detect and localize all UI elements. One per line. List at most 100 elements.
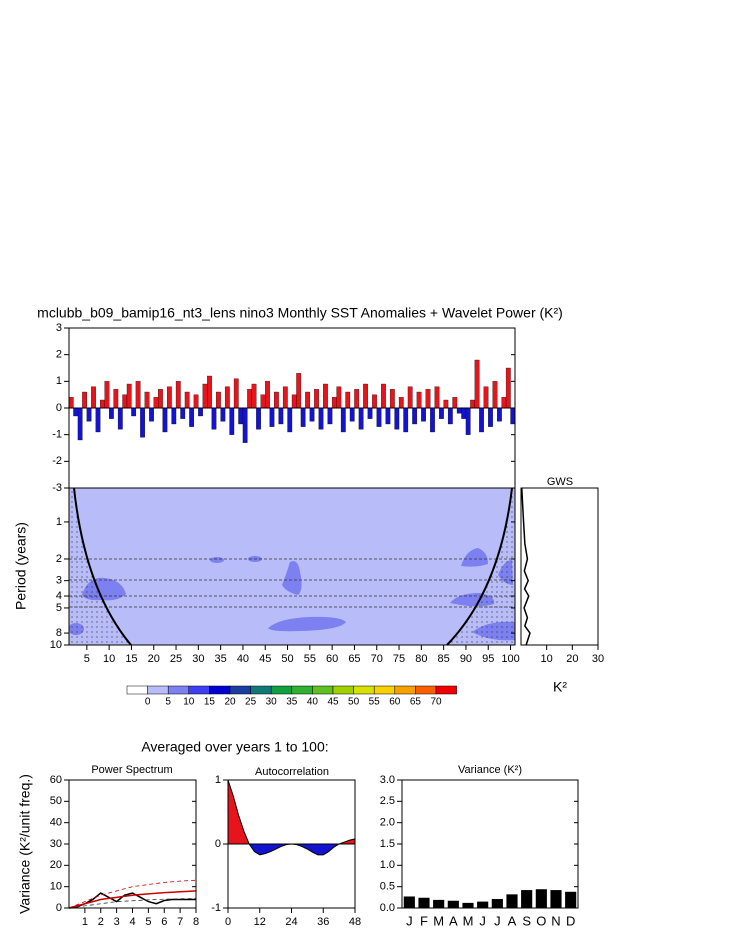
anomaly-bar bbox=[175, 381, 181, 409]
x-tick-label: 10 bbox=[541, 653, 553, 665]
anomaly-bar bbox=[224, 386, 230, 409]
figure-title: mclubb_b09_bamip16_nt3_lens nino3 Monthl… bbox=[37, 305, 563, 321]
plot-frame bbox=[68, 779, 197, 909]
y-tick-label: 2 bbox=[56, 553, 62, 565]
anomaly-bar bbox=[443, 399, 449, 409]
colorbar-swatch bbox=[209, 685, 231, 695]
x-tick-label: 80 bbox=[415, 653, 427, 665]
anomaly-bar bbox=[233, 378, 239, 409]
anomaly-bar bbox=[389, 389, 395, 409]
bar bbox=[506, 894, 518, 908]
anomaly-bar bbox=[488, 407, 493, 427]
y-tick-label: 2.5 bbox=[380, 795, 395, 807]
colorbar-label: 30 bbox=[266, 697, 278, 708]
significance-lines bbox=[69, 558, 515, 608]
x-tick-label: 0 bbox=[225, 916, 231, 928]
x-tick-label: 8 bbox=[193, 916, 199, 928]
anomaly-bar bbox=[108, 407, 114, 419]
anomaly-bar bbox=[220, 407, 226, 422]
anomaly-bar bbox=[282, 386, 288, 409]
bar bbox=[477, 901, 489, 908]
anomaly-bar bbox=[122, 394, 128, 409]
anomaly-bar bbox=[113, 389, 119, 409]
y-tick-label: 20 bbox=[50, 859, 62, 871]
anomaly-bar bbox=[278, 407, 284, 425]
colorbar-label: 50 bbox=[348, 697, 360, 708]
anomaly-bar bbox=[180, 407, 186, 419]
anomaly-bar bbox=[461, 407, 467, 419]
anomaly-bar bbox=[385, 407, 391, 425]
x-tick-label: 12 bbox=[254, 916, 266, 928]
anomaly-bar bbox=[314, 389, 319, 409]
x-tick-label: 100 bbox=[501, 653, 519, 665]
anomaly-bar bbox=[95, 407, 101, 433]
x-tick-label: 90 bbox=[460, 653, 472, 665]
x-tick-label: 75 bbox=[393, 653, 405, 665]
panel-title: Autocorrelation bbox=[255, 766, 329, 778]
anomaly-bar bbox=[340, 407, 346, 433]
x-tick-label: S bbox=[522, 913, 531, 928]
anomaly-bar bbox=[153, 397, 159, 409]
x-tick-label: 5 bbox=[84, 653, 90, 665]
panel-title: GWS bbox=[547, 476, 573, 488]
anomaly-bar bbox=[149, 407, 154, 422]
anomaly-bar bbox=[77, 407, 83, 441]
anomaly-bar bbox=[104, 381, 110, 409]
bar bbox=[418, 897, 430, 908]
anomaly-bar bbox=[336, 386, 342, 409]
anomaly-bar bbox=[291, 394, 297, 409]
anomaly-bar bbox=[300, 407, 306, 427]
x-tick-label: 50 bbox=[281, 653, 293, 665]
anomaly-bar bbox=[131, 407, 137, 417]
x-tick-label: 1 bbox=[82, 916, 88, 928]
series-line bbox=[68, 898, 197, 909]
anomaly-bar bbox=[434, 386, 440, 409]
y-tick-label: 30 bbox=[50, 838, 62, 850]
x-tick-label: 36 bbox=[317, 916, 329, 928]
colorbar-label: 25 bbox=[245, 697, 257, 708]
anomaly-bar bbox=[144, 391, 150, 409]
anomaly-bar bbox=[474, 359, 480, 409]
colorbar-swatch bbox=[270, 685, 293, 695]
cone-hatch bbox=[447, 488, 515, 645]
x-tick-label: A bbox=[508, 913, 517, 928]
anomaly-bar bbox=[372, 394, 377, 409]
x-tick-label: 25 bbox=[170, 653, 182, 665]
x-tick-label: 2 bbox=[98, 916, 104, 928]
anomaly-bar bbox=[447, 407, 453, 425]
x-tick-label: M bbox=[463, 913, 474, 928]
anomaly-bar bbox=[242, 407, 248, 443]
bar bbox=[491, 899, 503, 908]
anomaly-bar bbox=[265, 381, 270, 409]
anomaly-bar bbox=[323, 383, 328, 409]
anomaly-bar bbox=[412, 407, 418, 425]
y-tick-label: 1 bbox=[56, 375, 62, 387]
anomaly-bar bbox=[327, 407, 333, 425]
y-tick-label: 1.0 bbox=[380, 859, 395, 871]
y-tick-label: 5 bbox=[56, 602, 62, 614]
bar bbox=[565, 891, 577, 908]
anomaly-bar bbox=[345, 391, 351, 409]
x-tick-label: 6 bbox=[161, 916, 167, 928]
y-tick-label: 1.5 bbox=[380, 838, 395, 850]
colorbar-label: 5 bbox=[165, 697, 171, 708]
y-tick-label: 60 bbox=[50, 774, 62, 786]
anomaly-bar bbox=[91, 386, 96, 409]
y-tick-label: 0.5 bbox=[380, 881, 395, 893]
anomaly-bar bbox=[483, 386, 489, 409]
y-tick-label: 8 bbox=[56, 627, 62, 639]
anomaly-bar bbox=[198, 407, 203, 417]
colorbar-swatch bbox=[229, 685, 251, 695]
x-tick-label: 30 bbox=[592, 653, 604, 665]
anomaly-bar bbox=[425, 389, 431, 409]
y-tick-label: 10 bbox=[50, 881, 62, 893]
anomaly-bar bbox=[117, 407, 123, 430]
y-tick-label: -1 bbox=[52, 429, 62, 441]
y-tick-label: 2 bbox=[56, 349, 62, 361]
colorbar-label: 65 bbox=[410, 697, 422, 708]
anomaly-bar bbox=[470, 399, 476, 409]
colorbar-swatch bbox=[188, 685, 210, 695]
y-tick-label: 1 bbox=[56, 516, 62, 528]
anomaly-bar bbox=[100, 399, 105, 409]
x-tick-label: 10 bbox=[103, 653, 115, 665]
